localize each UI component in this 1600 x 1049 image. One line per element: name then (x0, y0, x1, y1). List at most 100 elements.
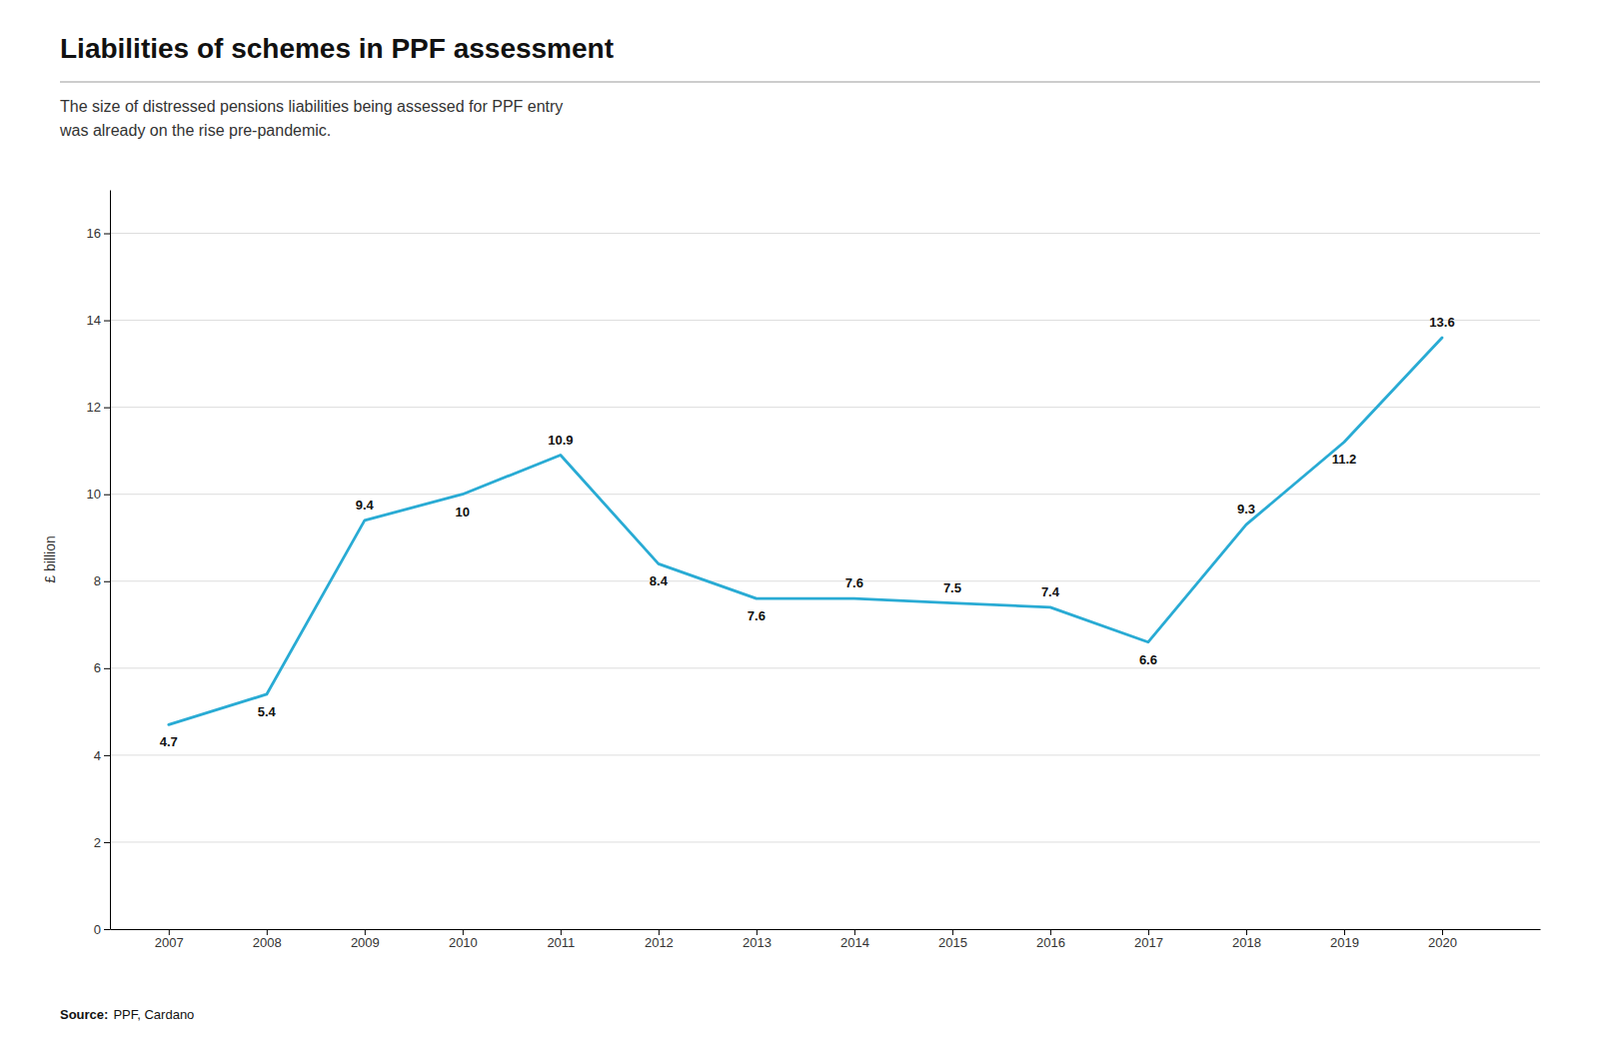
line (168, 337, 1443, 725)
title: Liabilities of schemes in PPF assessment (59, 32, 614, 64)
marks (168, 337, 1443, 725)
x-tick-mark (854, 929, 856, 936)
x-axis: 2007 2008 2009 2010 2011 2012 2013 2014 2015 2016… (110, 929, 1542, 951)
grid-line (109, 667, 1541, 669)
x-tick-label: 2013 (742, 935, 772, 951)
x-tick-mark (1442, 929, 1444, 936)
y-tick-label: 8 (93, 573, 101, 589)
y-tick: 14 (86, 312, 110, 328)
y-tick-mark (103, 755, 110, 757)
x-tick: 2008 (252, 929, 282, 951)
y-tick-label: 4 (93, 748, 101, 764)
title-rule (59, 81, 1541, 83)
x-tick: 2020 (1428, 929, 1458, 951)
y-tick: 16 (86, 225, 110, 241)
x-tick-label: 2009 (350, 935, 380, 951)
x-tick-label: 2015 (938, 935, 968, 951)
plot-area: 0 2 4 6 8 10 12 14 16 2007 2008 2009 2010 2011 2012 201… (86, 190, 1542, 952)
grid-line (109, 841, 1541, 843)
x-tick: 2019 (1330, 929, 1360, 951)
x-tick: 2011 (546, 929, 575, 951)
x-tick-mark (364, 929, 366, 936)
data-label: 5.4 (257, 704, 277, 720)
data-label: 13.6 (1429, 314, 1455, 330)
y-tick-label: 0 (93, 922, 101, 938)
x-tick-label: 2019 (1330, 935, 1360, 951)
x-tick: 2016 (1036, 929, 1066, 951)
x-tick-mark (1246, 929, 1248, 936)
y-tick-label: 14 (86, 312, 101, 328)
y-tick-label: 2 (93, 835, 101, 851)
y-axis: 0 2 4 6 8 10 12 14 16 (86, 190, 111, 938)
y-tick: 4 (93, 748, 110, 764)
data-label: 10 (455, 504, 470, 520)
data-label: 7.5 (943, 580, 962, 596)
data-labels: 4.75.49.41010.98.47.67.67.57.46.69.311.2… (159, 314, 1456, 750)
y-tick: 6 (93, 660, 110, 676)
y-tick: 10 (86, 486, 110, 502)
y-tick: 12 (86, 399, 110, 415)
y-tick: 2 (93, 835, 110, 851)
data-label: 7.6 (747, 608, 766, 624)
x-tick-mark (1148, 929, 1150, 936)
y-tick-mark (103, 233, 110, 235)
data-label: 9.3 (1237, 501, 1256, 517)
x-tick: 2014 (840, 929, 870, 951)
y-tick-mark (103, 668, 110, 670)
grid (109, 233, 1541, 930)
y-tick-label: 10 (86, 486, 101, 502)
x-tick: 2013 (742, 929, 772, 951)
y-tick-label: 6 (93, 660, 101, 676)
data-label: 9.4 (355, 497, 375, 513)
data-label: 10.9 (547, 432, 573, 448)
data-label: 6.6 (1139, 652, 1158, 668)
y-tick-mark (103, 581, 110, 583)
source: Source:PPF, Cardano (59, 1007, 194, 1023)
data-label: 11.2 (1332, 451, 1358, 467)
grid-line (109, 319, 1541, 321)
x-tick-label: 2012 (644, 935, 674, 951)
y-axis-line (109, 190, 111, 931)
x-tick: 2010 (448, 929, 478, 951)
y-tick: 8 (93, 573, 110, 589)
grid-line (109, 580, 1541, 582)
grid-line (109, 929, 1541, 931)
subtitle: was already on the rise pre-pandemic. (58, 121, 331, 139)
subtitle: The size of distressed pensions liabilit… (59, 97, 563, 115)
x-tick-mark (1344, 929, 1346, 936)
x-tick-label: 2007 (154, 935, 184, 951)
x-tick: 2015 (938, 929, 968, 951)
data-label: 8.4 (649, 573, 669, 589)
x-tick-mark (462, 929, 464, 936)
x-tick-mark (168, 929, 170, 936)
x-tick-mark (756, 929, 758, 936)
x-tick-label: 2016 (1036, 935, 1066, 951)
y-tick-label: 12 (86, 399, 101, 415)
x-axis-line (110, 929, 1542, 931)
x-tick-mark (560, 929, 562, 936)
data-label: 7.4 (1041, 584, 1061, 600)
x-tick-mark (266, 929, 268, 936)
x-tick-label: 2008 (252, 935, 282, 951)
x-tick-mark (952, 929, 954, 936)
x-tick-label: 2010 (448, 935, 478, 951)
data-label: 7.6 (845, 575, 864, 591)
x-tick-label: 2014 (840, 935, 870, 951)
grid-line (109, 493, 1541, 495)
source-text: PPF, Cardano (112, 1007, 194, 1023)
x-tick: 2009 (350, 929, 380, 951)
y-tick-mark (103, 494, 110, 496)
y-axis-title: £ billion (41, 535, 58, 583)
x-tick: 2012 (644, 929, 674, 951)
x-tick-mark (658, 929, 660, 936)
y-tick-mark (103, 842, 110, 844)
y-tick: 0 (93, 922, 110, 938)
y-tick-mark (103, 320, 110, 322)
grid-line (109, 406, 1541, 408)
x-tick-mark (1050, 929, 1052, 936)
x-tick-label: 2017 (1134, 935, 1164, 951)
grid-line (109, 232, 1541, 234)
x-tick: 2017 (1134, 929, 1164, 951)
source-label: Source: (59, 1007, 108, 1023)
x-tick-label: 2018 (1232, 935, 1262, 951)
